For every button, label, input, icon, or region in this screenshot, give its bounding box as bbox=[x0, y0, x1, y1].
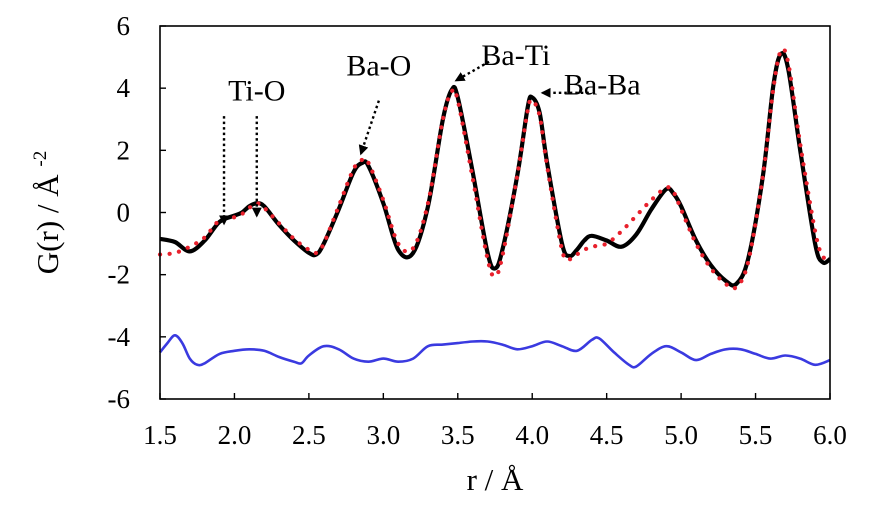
x-tick-label: 3.0 bbox=[366, 420, 400, 450]
x-tick-label: 5.5 bbox=[739, 420, 773, 450]
x-tick-label: 2.5 bbox=[292, 420, 326, 450]
annotation-label: Ba-Ti bbox=[481, 39, 550, 72]
annotation-label: Ti-O bbox=[228, 75, 285, 108]
x-tick-label: 3.5 bbox=[441, 420, 475, 450]
series-line-blue bbox=[158, 334, 831, 369]
y-tick-label: 0 bbox=[117, 198, 131, 228]
annotation-label: Ba-Ba bbox=[564, 68, 641, 101]
x-tick-label: 2.0 bbox=[218, 420, 252, 450]
x-tick-label: 6.0 bbox=[813, 420, 847, 450]
ticks-layer: 1.5 2.0 2.5 3.0 3.5 4.0 4.5 5.0 5.5 6.0 6 4 2 0 -2 -4 -6 bbox=[108, 11, 847, 450]
series-layer bbox=[157, 46, 833, 369]
y-tick-label: -6 bbox=[108, 384, 131, 414]
x-tick-label: 1.5 bbox=[143, 420, 177, 450]
y-axis-title: G(r) / Å -2 bbox=[30, 151, 65, 274]
y-axis-title-superscript: -2 bbox=[30, 151, 51, 167]
x-axis-title: r / Å bbox=[467, 462, 524, 497]
annotation-arrow bbox=[454, 60, 490, 82]
annotation-label: Ba-O bbox=[346, 50, 411, 83]
x-tick-label: 4.5 bbox=[590, 420, 624, 450]
x-tick-label: 5.0 bbox=[664, 420, 698, 450]
y-tick-label: 2 bbox=[117, 135, 131, 165]
x-tick-label: 4.0 bbox=[515, 420, 549, 450]
annotation-arrow bbox=[358, 100, 381, 156]
y-tick-label: -2 bbox=[108, 260, 131, 290]
annotation-layer: Ti-O Ba-O Ba-Ti Ba-Ba bbox=[219, 39, 641, 226]
y-tick-label: -4 bbox=[108, 322, 131, 352]
y-tick-label: 4 bbox=[117, 73, 131, 103]
y-tick-label: 6 bbox=[117, 11, 131, 41]
series-line-dotted-red bbox=[157, 46, 833, 291]
y-axis-title-main: G(r) / Å bbox=[30, 174, 65, 274]
